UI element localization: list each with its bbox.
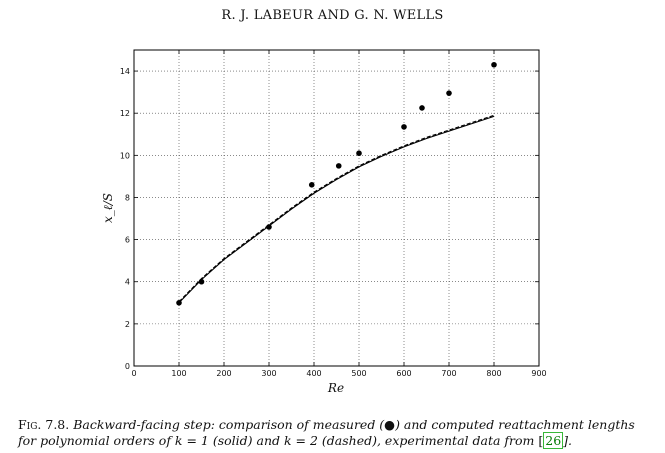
x-tick-label: 500 bbox=[351, 369, 366, 378]
measured-data-point bbox=[419, 105, 425, 111]
x-tick-label: 200 bbox=[216, 369, 231, 378]
computed-line-k1-solid bbox=[178, 115, 495, 304]
y-tick-label: 12 bbox=[120, 109, 130, 118]
measured-data-point bbox=[198, 278, 205, 285]
reattachment-length-chart: 0 100 200 300 400 500 600 700 800 90002468101214 … bbox=[101, 49, 547, 395]
computed-line-k2-dashed bbox=[178, 114, 495, 303]
measured-data-point bbox=[356, 150, 362, 157]
y-tick-label: 0 bbox=[125, 362, 130, 371]
plot-frame bbox=[133, 49, 540, 367]
y-tick-label: 6 bbox=[125, 236, 130, 245]
grid bbox=[134, 50, 539, 366]
x-tick-label: 700 bbox=[441, 369, 456, 378]
measured-data-point bbox=[446, 90, 452, 96]
running-head: R. J. LABEUR AND G. N. WELLS bbox=[221, 8, 444, 23]
measured-data-point bbox=[308, 182, 315, 188]
y-axis-label: x_ℓ/S bbox=[101, 193, 115, 223]
x-tick-label: 300 bbox=[261, 369, 276, 378]
measured-data-point bbox=[176, 300, 182, 306]
x-tick-label: 800 bbox=[486, 369, 501, 378]
measured-data-point bbox=[401, 124, 407, 130]
figure-caption: Fig. 7.8. Backward-facing step: comparis… bbox=[18, 417, 635, 449]
caption-text-end: ]. bbox=[563, 433, 573, 448]
axis-ticks: 0 100 200 300 400 500 600 700 800 900 0 2 4 6 8 10 12 14 bbox=[120, 50, 547, 378]
y-tick-label: 2 bbox=[125, 320, 130, 329]
y-tick-label: 8 bbox=[125, 193, 130, 202]
reference-link[interactable]: 26 bbox=[543, 432, 564, 449]
figure-label: Fig. 7.8. bbox=[18, 417, 70, 432]
x-tick-label: 600 bbox=[396, 369, 411, 378]
series-group bbox=[176, 61, 497, 306]
measured-data-point bbox=[491, 61, 497, 68]
y-tick-label: 4 bbox=[125, 278, 130, 287]
y-tick-label: 10 bbox=[120, 151, 130, 160]
x-axis-label: Re bbox=[327, 381, 344, 395]
x-tick-label: 100 bbox=[171, 369, 186, 378]
y-tick-label: 14 bbox=[120, 67, 130, 76]
measured-data-point bbox=[266, 224, 272, 230]
x-tick-label: 0 bbox=[131, 369, 136, 378]
x-tick-label: 900 bbox=[531, 369, 546, 378]
caption-text: Backward-facing step: comparison of meas… bbox=[18, 417, 635, 448]
measured-data-point bbox=[335, 163, 342, 169]
x-tick-label: 400 bbox=[306, 369, 321, 378]
